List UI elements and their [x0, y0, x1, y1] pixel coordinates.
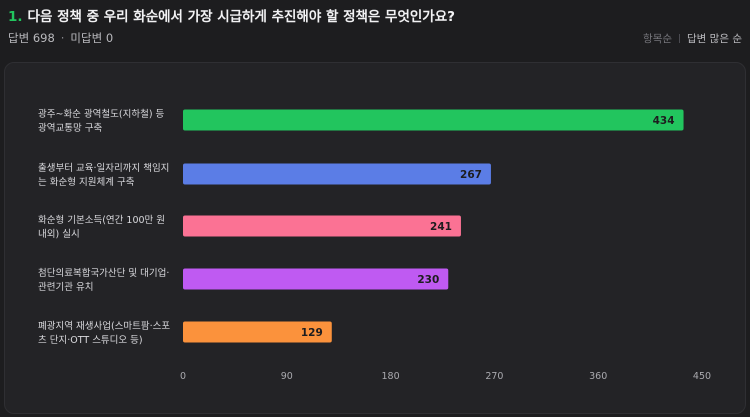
question-text: 다음 정책 중 우리 화순에서 가장 시급하게 추진해야 할 정책은 무엇인가요… [27, 9, 455, 25]
sort-divider [679, 34, 681, 43]
response-stats: 답변 698 · 미답변 0 [8, 30, 113, 46]
category-label: 출생부터 교육·일자리까지 책임지 는 화순형 지원체계 구축 [38, 162, 169, 188]
bar-value-label: 230 [417, 274, 439, 286]
x-tick-label: 450 [693, 371, 711, 382]
bar-chart: 광주~화순 광역철도(지하철) 등 광역교통망 구축 434 출생부터 교육·일자리까… [38, 108, 711, 382]
category-label: 첨단의료복합국가산단 및 대기업· 관련기관 유치 [38, 267, 169, 293]
chart-panel: 광주~화순 광역철도(지하철) 등 광역교통망 구축 434 출생부터 교육·일자리까… [4, 62, 746, 414]
bar-value-label: 434 [653, 115, 675, 127]
bar [183, 163, 491, 185]
bar [183, 109, 684, 131]
x-tick-label: 360 [589, 371, 607, 382]
category-label: 광주~화순 광역철도(지하철) 등 광역교통망 구축 [38, 108, 165, 134]
bar [183, 268, 449, 290]
sort-item-order-button[interactable]: 항목순 [643, 33, 673, 45]
bar [183, 321, 332, 343]
x-tick-label: 0 [180, 371, 186, 382]
x-tick-label: 90 [281, 371, 293, 382]
question-number: 1. [8, 9, 23, 25]
sort-options: 항목순 답변 많은 순 [643, 31, 742, 46]
category-label: 폐광지역 재생사업(스마트팜·스포 츠 단지·OTT 스튜디오 등) [38, 320, 170, 346]
category-label: 화순형 기본소득(연간 100만 원 내외) 실시 [38, 215, 165, 240]
sort-most-answers-button[interactable]: 답변 많은 순 [687, 33, 742, 45]
unanswered-count: 미답변 0 [70, 31, 114, 45]
question-title: 1. 다음 정책 중 우리 화순에서 가장 시급하게 추진해야 할 정책은 무엇인… [8, 5, 455, 25]
x-tick-label: 180 [382, 371, 400, 382]
bar-value-label: 129 [301, 327, 323, 339]
bar [183, 215, 461, 237]
answer-count: 답변 698 [8, 31, 55, 45]
bar-value-label: 267 [460, 169, 482, 181]
bar-value-label: 241 [430, 221, 452, 233]
x-tick-label: 270 [485, 371, 503, 382]
stats-separator: · [60, 31, 65, 45]
